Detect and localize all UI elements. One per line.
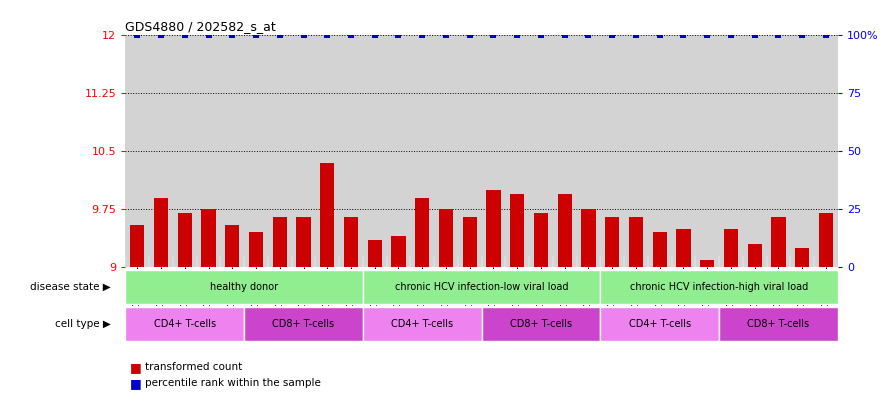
Point	[177, 32, 192, 39]
Bar	[487, 190, 501, 267]
Bar	[462, 217, 477, 267]
Point	[534, 32, 548, 39]
Point	[320, 32, 334, 39]
Bar	[600, 307, 719, 341]
Bar	[363, 270, 600, 304]
Bar	[795, 248, 809, 267]
Point	[771, 32, 786, 39]
Bar	[202, 209, 216, 267]
Bar	[272, 217, 287, 267]
Point	[344, 32, 358, 39]
Bar	[130, 225, 144, 267]
Bar	[724, 229, 738, 267]
Point	[605, 32, 619, 39]
Text: CD4+ T-cells: CD4+ T-cells	[392, 319, 453, 329]
Bar	[771, 217, 786, 267]
Text: CD8+ T-cells: CD8+ T-cells	[747, 319, 809, 329]
Text: CD4+ T-cells: CD4+ T-cells	[154, 319, 216, 329]
Bar	[154, 198, 168, 267]
Point	[130, 32, 144, 39]
Point	[202, 32, 216, 39]
Bar	[600, 270, 838, 304]
Bar	[125, 270, 363, 304]
Bar	[125, 307, 244, 341]
Text: ■: ■	[130, 361, 142, 374]
Text: healthy donor: healthy donor	[210, 282, 279, 292]
Point	[154, 32, 168, 39]
Point	[676, 32, 691, 39]
Bar	[747, 244, 762, 267]
Point	[367, 32, 382, 39]
Text: CD8+ T-cells: CD8+ T-cells	[272, 319, 334, 329]
Point	[700, 32, 714, 39]
Point	[415, 32, 429, 39]
Bar	[249, 233, 263, 267]
Bar	[244, 307, 363, 341]
Bar	[367, 240, 382, 267]
Point	[582, 32, 596, 39]
Bar	[582, 209, 596, 267]
Text: GDS4880 / 202582_s_at: GDS4880 / 202582_s_at	[125, 20, 276, 33]
Text: CD4+ T-cells: CD4+ T-cells	[629, 319, 691, 329]
Point	[297, 32, 311, 39]
Point	[272, 32, 287, 39]
Point	[462, 32, 477, 39]
Text: ■: ■	[130, 376, 142, 390]
Bar	[225, 225, 239, 267]
Point	[724, 32, 738, 39]
Point	[249, 32, 263, 39]
Point	[557, 32, 572, 39]
Bar	[344, 217, 358, 267]
Bar	[439, 209, 453, 267]
Text: chronic HCV infection-low viral load: chronic HCV infection-low viral load	[395, 282, 568, 292]
Point	[819, 32, 833, 39]
Bar	[363, 307, 482, 341]
Text: percentile rank within the sample: percentile rank within the sample	[145, 378, 321, 388]
Text: chronic HCV infection-high viral load: chronic HCV infection-high viral load	[630, 282, 808, 292]
Bar	[392, 236, 406, 267]
Bar	[819, 213, 833, 267]
Text: disease state ▶: disease state ▶	[30, 282, 111, 292]
Bar	[719, 307, 838, 341]
Bar	[415, 198, 429, 267]
Bar	[320, 163, 334, 267]
Point	[795, 32, 809, 39]
Bar	[482, 307, 600, 341]
Point	[392, 32, 406, 39]
Point	[747, 32, 762, 39]
Bar	[652, 233, 667, 267]
Text: transformed count: transformed count	[145, 362, 243, 373]
Bar	[605, 217, 619, 267]
Bar	[534, 213, 548, 267]
Point	[225, 32, 239, 39]
Point	[510, 32, 524, 39]
Text: CD8+ T-cells: CD8+ T-cells	[510, 319, 572, 329]
Bar	[629, 217, 643, 267]
Point	[629, 32, 643, 39]
Bar	[557, 194, 572, 267]
Bar	[700, 259, 714, 267]
Text: cell type ▶: cell type ▶	[56, 319, 111, 329]
Bar	[510, 194, 524, 267]
Bar	[676, 229, 691, 267]
Point	[487, 32, 501, 39]
Point	[652, 32, 667, 39]
Bar	[297, 217, 311, 267]
Point	[439, 32, 453, 39]
Bar	[177, 213, 192, 267]
